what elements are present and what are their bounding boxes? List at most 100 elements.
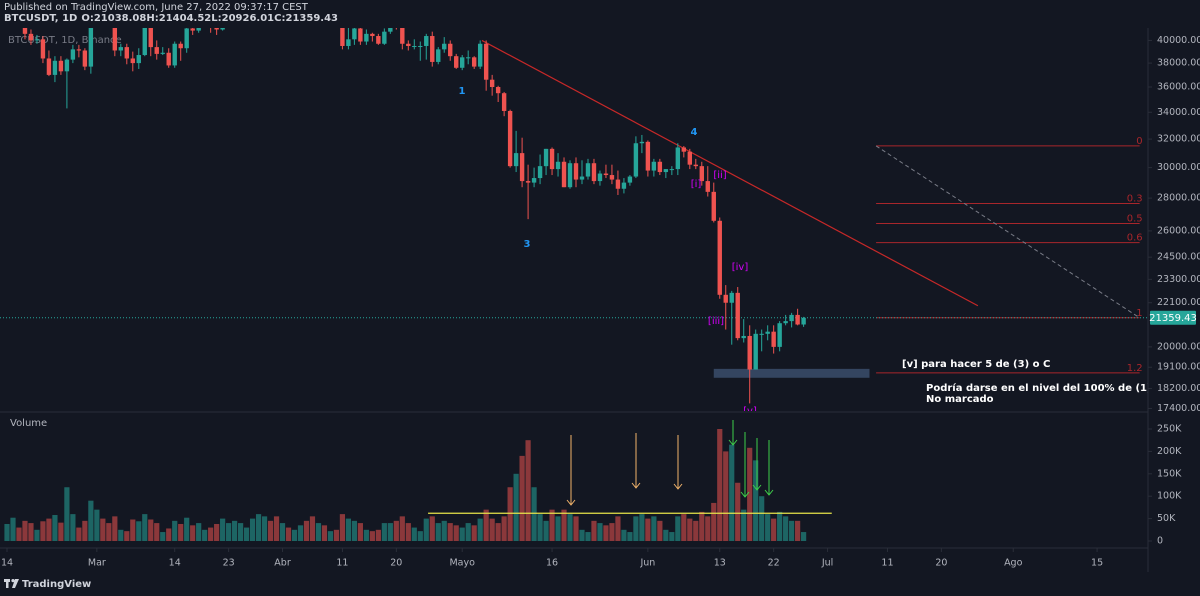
candle-body: [358, 28, 363, 42]
volume-bar: [202, 529, 208, 542]
candle-body: [801, 317, 806, 325]
volume-tick-label: 100K: [1157, 491, 1182, 502]
volume-bar: [789, 520, 795, 542]
volume-bar: [399, 516, 405, 542]
fib-projection: [875, 145, 1140, 319]
volume-bar: [351, 520, 357, 542]
candle-body: [142, 28, 147, 56]
candle-body: [531, 178, 537, 183]
candle-body: [687, 151, 693, 165]
candle-body: [46, 58, 52, 75]
volume-bar: [471, 525, 477, 542]
candle-body: [28, 33, 34, 41]
volume-bar: [669, 532, 675, 542]
candle-body: [346, 39, 351, 46]
volume-bar: [196, 523, 202, 542]
candle-body: [196, 28, 201, 31]
y-tick-label: 23300.00: [1157, 274, 1200, 285]
volume-bar: [279, 523, 286, 542]
candle-body: [400, 28, 405, 44]
candle-body: [118, 47, 124, 51]
volume-bar: [537, 514, 543, 542]
volume-bar: [657, 520, 663, 542]
x-tick-label: 22: [768, 558, 780, 569]
legend: BTCUSDT, 1D, Binance: [8, 35, 122, 46]
price-pane: BTCUSDT, 1D, Binance 0 0.3 0.5 0.6 1 1.2 1 3 4 [i]…: [0, 28, 1148, 411]
volume-bar: [112, 516, 118, 542]
arrow: [631, 433, 641, 489]
volume-bar: [4, 523, 10, 542]
x-tick-label: Mar: [88, 558, 106, 569]
candle-body: [130, 58, 135, 64]
y-tick-label: 34000.00: [1157, 107, 1200, 118]
volume-bar: [465, 523, 471, 542]
volume-title: Volume: [10, 418, 47, 429]
candle-body: [64, 59, 70, 72]
candle-body: [214, 28, 219, 30]
candle-body: [184, 28, 189, 49]
volume-bar: [142, 514, 148, 542]
volume-bar: [40, 521, 46, 542]
candle-body: [537, 166, 543, 179]
candle-body: [591, 163, 597, 182]
arrow: [673, 435, 683, 490]
volume-bar: [621, 529, 627, 542]
candle-body: [651, 161, 657, 171]
candle-body: [549, 148, 555, 170]
candle-body: [52, 60, 58, 75]
volume-bar: [645, 518, 651, 542]
volume-bar: [291, 529, 298, 542]
volume-bar: [22, 520, 28, 542]
candle-body: [795, 314, 800, 325]
candle-body: [561, 161, 567, 188]
volume-bar: [357, 523, 363, 542]
candle-body: [627, 176, 633, 183]
x-tick-label: Abr: [274, 558, 291, 569]
volume-bar: [693, 520, 699, 542]
x-tick-label: 11: [336, 558, 348, 569]
candle-body: [717, 220, 722, 295]
candle-body: [483, 43, 489, 80]
candle-body: [567, 163, 573, 188]
volume-bar: [801, 532, 807, 542]
candle-body: [418, 45, 423, 47]
volume-bar: [513, 473, 519, 542]
candle-body: [220, 28, 225, 30]
candle-body: [705, 181, 710, 192]
fib-label: 1.2: [1127, 363, 1143, 374]
candle-body: [112, 28, 118, 51]
candle-body: [675, 147, 681, 170]
volume-bar: [567, 514, 573, 542]
volume-bar: [190, 525, 196, 542]
volume-bar: [28, 523, 34, 542]
candle-body: [639, 141, 645, 144]
volume-bar: [297, 525, 304, 542]
x-tick-label: 20: [935, 558, 947, 569]
volume-bar: [483, 509, 489, 542]
volume-bar: [88, 500, 94, 542]
volume-bar: [711, 502, 717, 542]
volume-bar: [339, 514, 346, 542]
volume-bar: [447, 523, 453, 542]
volume-bar: [369, 531, 375, 542]
volume-bar: [136, 521, 142, 542]
volume-bar: [94, 509, 100, 542]
volume-bar: [501, 516, 507, 542]
volume-bar: [220, 518, 226, 542]
x-tick-label: 15: [1091, 558, 1103, 569]
y-tick-label: 22100.00: [1157, 297, 1200, 308]
candle-body: [621, 182, 627, 189]
candle-body: [22, 28, 28, 34]
candle-body: [729, 292, 734, 303]
volume-bar: [178, 523, 184, 542]
x-tick-label: Jun: [639, 558, 655, 569]
x-tick-label: 11: [881, 558, 893, 569]
candle-body: [40, 39, 46, 59]
subwave-label: [iv]: [732, 262, 749, 273]
candle-body: [460, 57, 465, 68]
volume-bar: [741, 509, 747, 542]
volume-tick-label: 50K: [1157, 513, 1176, 524]
candle-body: [124, 47, 129, 59]
candle-body: [477, 43, 483, 67]
